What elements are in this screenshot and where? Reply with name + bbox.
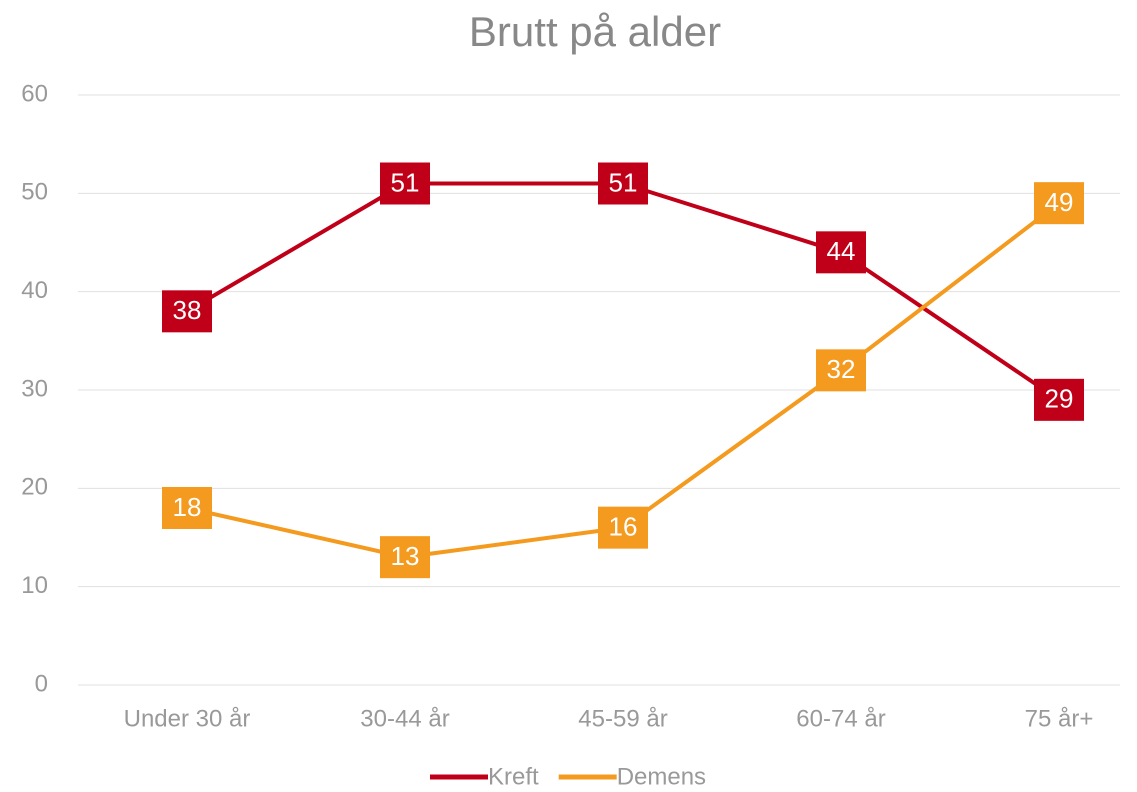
x-tick-label: Under 30 år: [124, 705, 251, 732]
data-label-box: [816, 349, 866, 392]
data-label-box: [162, 487, 212, 529]
data-label-box: [598, 162, 648, 205]
legend-label: Kreft: [488, 763, 539, 790]
x-tick-label: 75 år+: [1025, 705, 1094, 732]
data-label: 18: [173, 492, 202, 522]
y-tick-label: 30: [21, 375, 48, 402]
data-label: 51: [391, 167, 420, 197]
data-label-box: [598, 506, 648, 549]
data-label: 16: [609, 512, 638, 542]
y-tick-label: 60: [21, 80, 48, 107]
data-label-box: [1034, 182, 1084, 225]
data-label-box: [816, 231, 866, 274]
data-label: 38: [173, 295, 202, 325]
y-tick-label: 20: [21, 474, 48, 501]
x-tick-label: 60-74 år: [796, 705, 885, 732]
data-label: 32: [827, 354, 856, 384]
y-tick-label: 50: [21, 179, 48, 206]
y-tick-label: 0: [35, 670, 48, 697]
y-tick-label: 10: [21, 572, 48, 599]
data-label-box: [1034, 378, 1084, 421]
y-tick-label: 40: [21, 277, 48, 304]
data-label: 51: [609, 167, 638, 197]
data-label-box: [380, 536, 430, 579]
x-tick-label: 45-59 år: [578, 705, 667, 732]
data-label: 49: [1045, 187, 1074, 217]
data-label-box: [162, 290, 212, 333]
data-label: 44: [827, 236, 856, 266]
x-tick-label: 30-44 år: [360, 705, 449, 732]
data-label: 13: [391, 541, 420, 571]
line: [186, 201, 1061, 560]
chart-title: Brutt på alder: [469, 8, 721, 55]
data-label: 29: [1045, 384, 1074, 414]
legend-label: Demens: [617, 763, 706, 790]
data-label-box: [380, 162, 430, 205]
